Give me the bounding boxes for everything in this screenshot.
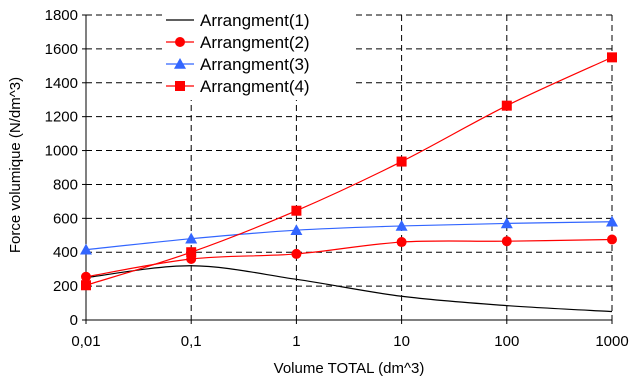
legend-item: Arrangment(4) bbox=[166, 77, 310, 96]
legend-swatch-marker bbox=[175, 81, 185, 91]
y-tick-label: 1400 bbox=[45, 75, 78, 92]
x-tick-labels: 0,01 0,1 1 10 100 1000 bbox=[71, 333, 628, 350]
series-2-point bbox=[81, 271, 91, 282]
legend-item: Arrangment(1) bbox=[166, 11, 310, 30]
series-2-point bbox=[396, 237, 407, 248]
y-tick-label: 1800 bbox=[45, 7, 78, 24]
series-2-line bbox=[85, 238, 613, 278]
series-1-line bbox=[85, 265, 613, 313]
legend-swatch-marker bbox=[175, 37, 185, 47]
series-4-point bbox=[501, 100, 512, 111]
legend: Arrangment(1) Arrangment(2) Arrangment(3) A… bbox=[166, 11, 310, 96]
series-4-point bbox=[186, 247, 197, 258]
legend-box bbox=[162, 10, 352, 100]
series-3-point bbox=[395, 219, 408, 231]
x-tick-label: 10 bbox=[393, 333, 410, 350]
series-1 bbox=[85, 265, 613, 313]
y-tick-label: 400 bbox=[53, 244, 78, 261]
series-2-point bbox=[501, 236, 512, 247]
y-tick-label: 800 bbox=[53, 176, 78, 193]
legend-label: Arrangment(3) bbox=[200, 55, 310, 74]
series-2-point bbox=[291, 248, 302, 259]
series-4-point bbox=[291, 205, 302, 216]
y-tick-label: 1000 bbox=[45, 143, 78, 160]
series-4 bbox=[81, 52, 617, 291]
series-4-point bbox=[396, 156, 407, 167]
series-3-point bbox=[185, 232, 198, 244]
series-3-point bbox=[80, 243, 92, 255]
x-tick-label: 0,01 bbox=[71, 333, 100, 350]
y-tick-label: 0 bbox=[70, 312, 78, 329]
y-tick-label: 600 bbox=[53, 210, 78, 227]
y-axis-title: Force volumique (N/dm^3) bbox=[7, 77, 24, 253]
legend-item: Arrangment(3) bbox=[166, 55, 310, 74]
x-tick-label: 1 bbox=[292, 333, 300, 350]
series-4-point bbox=[81, 280, 91, 291]
series bbox=[80, 52, 618, 313]
y-tick-label: 200 bbox=[53, 278, 78, 295]
series-3-point bbox=[606, 215, 618, 227]
legend-label: Arrangment(2) bbox=[200, 33, 310, 52]
x-tick-label: 0,1 bbox=[181, 333, 202, 350]
y-tick-label: 1600 bbox=[45, 41, 78, 58]
legend-label: Arrangment(4) bbox=[200, 77, 310, 96]
legend-label: Arrangment(1) bbox=[200, 11, 310, 30]
series-3-point bbox=[500, 217, 513, 229]
legend-swatch-marker bbox=[174, 58, 186, 69]
series-2-point bbox=[607, 234, 617, 245]
x-axis-title: Volume TOTAL (dm^3) bbox=[274, 360, 425, 377]
y-tick-label: 1200 bbox=[45, 109, 78, 126]
series-3 bbox=[80, 215, 618, 255]
x-tick-label: 100 bbox=[494, 333, 519, 350]
series-4-line bbox=[85, 56, 613, 286]
y-tick-labels: 0 200 400 600 800 1000 1200 1400 1600 1800 bbox=[45, 7, 78, 329]
series-4-point bbox=[607, 52, 617, 63]
x-tick-label: 1000 bbox=[595, 333, 628, 350]
legend-item: Arrangment(2) bbox=[166, 33, 310, 52]
series-3-line bbox=[85, 221, 613, 251]
series-3-point bbox=[290, 224, 303, 235]
